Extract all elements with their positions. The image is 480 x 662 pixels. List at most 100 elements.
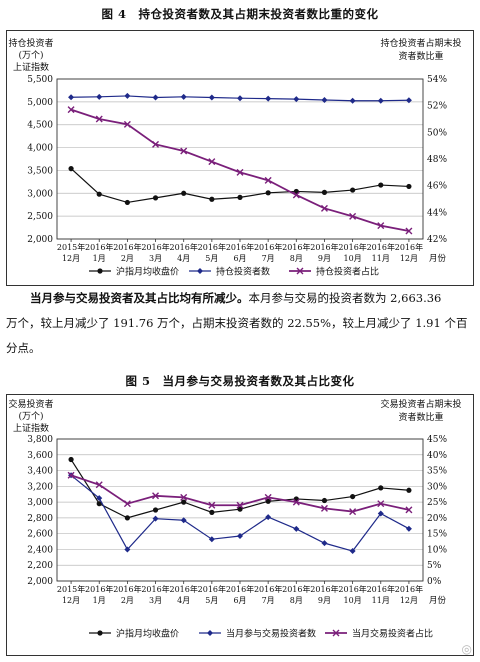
x-tick-label-month: 2月	[121, 254, 134, 263]
data-point-series-3	[377, 500, 385, 508]
data-point-series-1	[237, 506, 243, 512]
data-point-series-2	[265, 514, 272, 521]
data-point-series-2	[237, 533, 243, 540]
left-tick-label: 5,000	[27, 98, 53, 108]
legend-label: 持仓投资者数	[216, 266, 270, 278]
left-axis-title: (万个)	[18, 411, 43, 422]
x-tick-label-month: 3月	[149, 254, 162, 263]
figure-5-frame: 交易投资者 (万个) 上证指数 交易投资者占期末投 资者数比重 2,000 2,200 2,4…	[6, 394, 474, 656]
right-tick-label: 40%	[427, 451, 447, 461]
x-tick-label-year: 2016年	[198, 584, 226, 594]
x-tick-label-month: 2月	[121, 596, 134, 605]
legend-label: 当月交易投资者占比	[352, 628, 433, 640]
body-paragraph: 当月参与交易投资者及其占比均有所减少。本月参与交易的投资者数为 2,663.36…	[6, 286, 480, 361]
data-point-series-1	[96, 501, 102, 507]
x-tick-label-year: 2016年	[395, 584, 423, 594]
data-point-series-1	[237, 194, 243, 200]
data-point-series-1	[378, 182, 384, 188]
legend-marker	[97, 630, 103, 636]
data-point-series-1	[321, 497, 328, 504]
data-point-series-1	[68, 166, 74, 172]
paragraph-line-1: 当月参与交易投资者及其占比均有所减少。本月参与交易的投资者数为 2,663.36	[6, 286, 480, 311]
x-tick-label-year: 2016年	[170, 242, 198, 252]
x-tick-label-year: 2016年	[338, 584, 366, 594]
right-axis-title: 交易投资者占期末投	[380, 398, 461, 410]
legend-marker	[332, 629, 340, 637]
data-point-series-3	[123, 500, 131, 508]
data-point-series-2	[321, 97, 328, 104]
x-tick-label-year: 2016年	[367, 584, 395, 594]
x-tick-label-month: 11月	[372, 254, 390, 263]
x-tick-label-year: 2016年	[367, 242, 395, 252]
x-tick-label-month: 4月	[177, 596, 190, 605]
data-point-series-3	[208, 158, 216, 166]
data-point-series-2	[293, 96, 300, 103]
data-point-series-2	[180, 517, 187, 524]
right-tick-label: 15%	[427, 530, 447, 540]
right-tick-label: 10%	[427, 545, 447, 555]
figure-4-title: 图 4 持仓投资者数及其占期末投资者数比重的变化	[101, 7, 379, 21]
data-point-series-3	[264, 176, 272, 184]
data-point-series-3	[67, 106, 75, 114]
x-tick-label-year: 2016年	[254, 584, 282, 594]
left-tick-label: 3,800	[27, 435, 53, 445]
x-tick-label-year: 2016年	[338, 242, 366, 252]
right-tick-label: 42%	[427, 235, 447, 245]
x-tick-label-month: 1月	[93, 596, 106, 605]
paragraph-line-2: 万个，较上月减少了 191.76 万个，占期末投资者数的 22.55%，较上月减…	[6, 316, 468, 330]
left-tick-label: 2,000	[27, 235, 53, 245]
data-point-series-1	[265, 190, 271, 196]
data-point-series-1	[209, 509, 215, 515]
x-tick-label-month: 7月	[262, 596, 275, 605]
x-tick-label-year: 2016年	[226, 242, 254, 252]
x-tick-label-month: 7月	[262, 254, 275, 263]
data-point-series-2	[237, 95, 243, 102]
left-tick-label: 4,000	[27, 144, 53, 154]
right-tick-label: 25%	[427, 498, 447, 508]
data-point-series-3	[67, 471, 75, 479]
data-point-series-3	[320, 504, 328, 512]
x-tick-label-year: 2016年	[113, 242, 141, 252]
left-tick-label: 2,800	[27, 514, 53, 524]
right-tick-label: 5%	[427, 561, 442, 571]
left-tick-label: 2,000	[27, 577, 53, 587]
legend-marker	[197, 268, 203, 274]
right-tick-label: 45%	[427, 435, 447, 445]
figure-4-frame: 持仓投资者 (万个) 上证指数 持仓投资者占期末投 资者数比重 2,000 2,500 3,0…	[6, 30, 474, 286]
data-point-series-3	[292, 191, 300, 199]
data-point-series-1	[406, 183, 412, 190]
x-tick-label-year: 2016年	[85, 242, 113, 252]
left-tick-label: 3,000	[27, 189, 53, 199]
data-point-series-2	[124, 92, 131, 99]
paragraph-line-3: 分点。	[6, 341, 41, 355]
x-tick-label-month: 3月	[149, 596, 162, 605]
x-tick-label-month: 5月	[205, 254, 218, 263]
right-axis-title: 资者数比重	[398, 50, 443, 62]
left-tick-label: 2,200	[27, 561, 53, 571]
left-axis-title: 交易投资者	[8, 398, 53, 410]
x-tick-label-year: 2016年	[310, 242, 338, 252]
legend-marker	[207, 630, 213, 636]
plot-area	[56, 78, 424, 240]
data-point-series-1	[181, 499, 187, 505]
x-tick-label-month: 8月	[290, 254, 303, 263]
x-tick-label-year: 2016年	[226, 584, 254, 594]
data-point-series-2	[265, 95, 272, 102]
x-tick-label-month: 6月	[233, 596, 246, 605]
data-point-series-2	[377, 510, 384, 517]
x-tick-label-month: 9月	[318, 596, 331, 605]
right-tick-label: 46%	[427, 182, 447, 192]
x-axis-unit: 月份	[429, 253, 447, 264]
data-point-series-3	[152, 140, 160, 148]
x-tick-label-year: 2016年	[113, 584, 141, 594]
data-point-series-3	[349, 212, 357, 220]
left-axis-title: (万个)	[18, 50, 43, 61]
x-tick-label-year: 2016年	[282, 242, 310, 252]
left-tick-label: 4,500	[27, 121, 53, 131]
data-point-series-1	[124, 199, 130, 206]
data-point-series-1	[152, 507, 159, 513]
data-point-series-1	[96, 191, 102, 197]
x-tick-label-month: 10月	[344, 596, 362, 605]
legend-marker	[296, 267, 304, 275]
